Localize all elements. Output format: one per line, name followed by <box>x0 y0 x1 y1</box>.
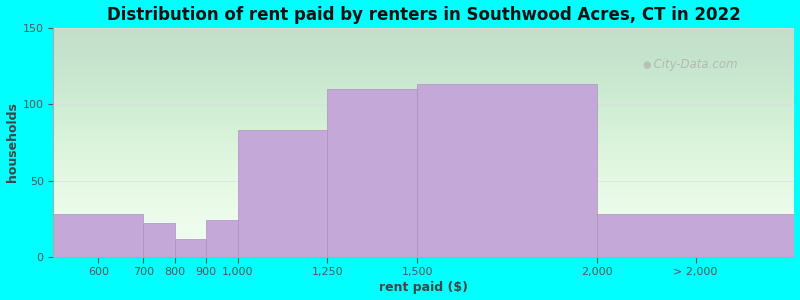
Y-axis label: households: households <box>6 102 18 182</box>
Bar <box>174 238 206 257</box>
Bar <box>327 89 418 257</box>
Title: Distribution of rent paid by renters in Southwood Acres, CT in 2022: Distribution of rent paid by renters in … <box>107 6 741 24</box>
Bar <box>206 220 238 257</box>
Bar <box>418 84 597 257</box>
Bar <box>597 214 794 257</box>
Text: ●: ● <box>642 59 651 70</box>
Bar <box>54 214 143 257</box>
X-axis label: rent paid ($): rent paid ($) <box>379 281 469 294</box>
Text: City-Data.com: City-Data.com <box>646 58 738 71</box>
Bar <box>238 130 327 257</box>
Bar <box>143 223 174 257</box>
